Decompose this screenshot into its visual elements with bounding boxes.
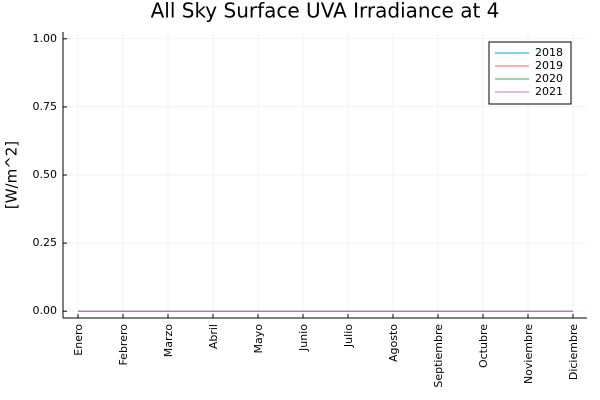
y-tick-label: 0.00 — [33, 304, 58, 317]
x-tick-label: Febrero — [117, 324, 130, 366]
x-tick-label: Noviembre — [522, 324, 535, 384]
x-tick-label: Octubre — [477, 324, 490, 368]
y-tick-label: 0.50 — [33, 168, 58, 181]
legend-box — [488, 41, 572, 105]
legend-label: 2021 — [535, 85, 563, 98]
x-tick-label: Septiembre — [432, 324, 445, 388]
x-tick-label: Mayo — [252, 324, 265, 354]
x-tick-label: Agosto — [387, 324, 400, 362]
x-tick-label: Marzo — [162, 324, 175, 358]
x-tick-label: Enero — [72, 324, 85, 356]
x-tick-label: Abril — [207, 324, 220, 349]
legend-label: 2018 — [535, 46, 563, 59]
legend-label: 2019 — [535, 59, 563, 72]
y-tick-label: 1.00 — [33, 32, 58, 45]
x-tick-label: Diciembre — [567, 324, 580, 380]
x-tick-label: Julio — [342, 324, 355, 348]
y-axis-label: [W/m^2] — [3, 141, 21, 209]
y-tick-label: 0.75 — [33, 100, 58, 113]
chart-title: All Sky Surface UVA Irradiance at 4 — [151, 0, 500, 23]
y-tick-label: 0.25 — [33, 236, 58, 249]
x-tick-label: Junio — [297, 324, 310, 352]
legend-label: 2020 — [535, 72, 563, 85]
